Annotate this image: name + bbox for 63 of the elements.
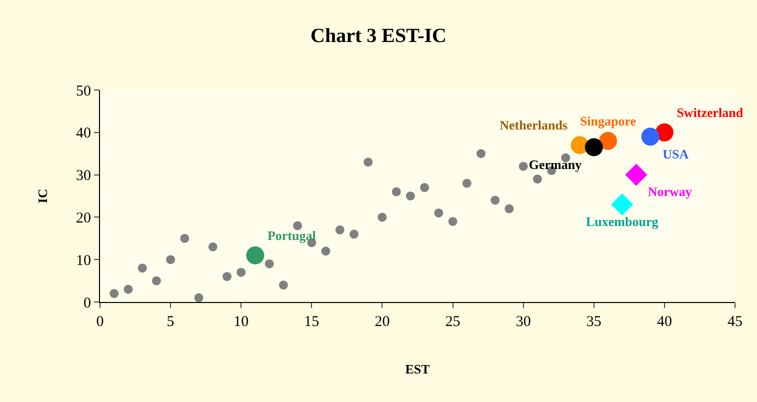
y-tick-label: 0 [84,295,91,312]
point [392,187,401,196]
series-label: Netherlands [500,118,568,133]
series-label: Luxembourg [586,214,659,229]
x-tick-label: 10 [234,314,249,330]
point [293,221,302,230]
point [420,183,430,192]
y-axis-title: IC [34,188,50,204]
point [124,284,133,294]
point [166,255,176,264]
x-tick-label: 5 [166,314,174,330]
point [222,272,232,282]
point [278,280,288,290]
point [462,178,472,188]
y-tick-label: 30 [76,168,91,184]
point [434,208,444,218]
point [180,234,190,243]
point [532,174,542,184]
point [378,212,387,222]
point [599,132,617,150]
x-tick-label: 35 [586,314,602,330]
x-axis-title: EST [405,362,430,377]
point [406,192,415,200]
point [138,264,147,273]
chart-title: Chart 3 EST-IC [310,25,446,48]
y-tick-label: 10 [76,252,91,269]
series-label: Singapore [580,113,636,128]
point [236,268,246,277]
point [611,193,634,216]
point [490,196,500,205]
point [110,289,119,298]
x-tick-label: 25 [445,314,460,330]
point [448,216,458,226]
x-tick-label: 30 [516,314,531,330]
point [152,276,161,286]
series-label: Germany [528,157,582,172]
point [518,162,528,171]
point [641,128,660,146]
point [476,149,486,158]
point [321,246,330,256]
series-label: Norway [648,184,692,200]
x-tick-label: 40 [656,314,672,330]
point [625,164,648,186]
point [655,123,674,142]
point [504,204,514,214]
y-tick-label: 20 [76,210,91,226]
series-label: Switzerland [676,104,744,120]
y-tick-label: 50 [76,83,91,100]
point [350,230,358,239]
point [364,158,373,167]
point [246,246,264,264]
x-tick-label: 20 [374,314,390,330]
point [194,293,204,302]
point [335,225,344,234]
point [264,259,274,268]
x-tick-label: 0 [96,314,104,330]
x-tick-label: 45 [728,314,742,330]
y-tick-label: 40 [76,126,91,142]
point [584,138,603,156]
point [208,242,218,252]
x-tick-label: 15 [304,314,320,330]
series-label: USA [662,146,690,162]
series-label: Portugal [267,228,316,243]
